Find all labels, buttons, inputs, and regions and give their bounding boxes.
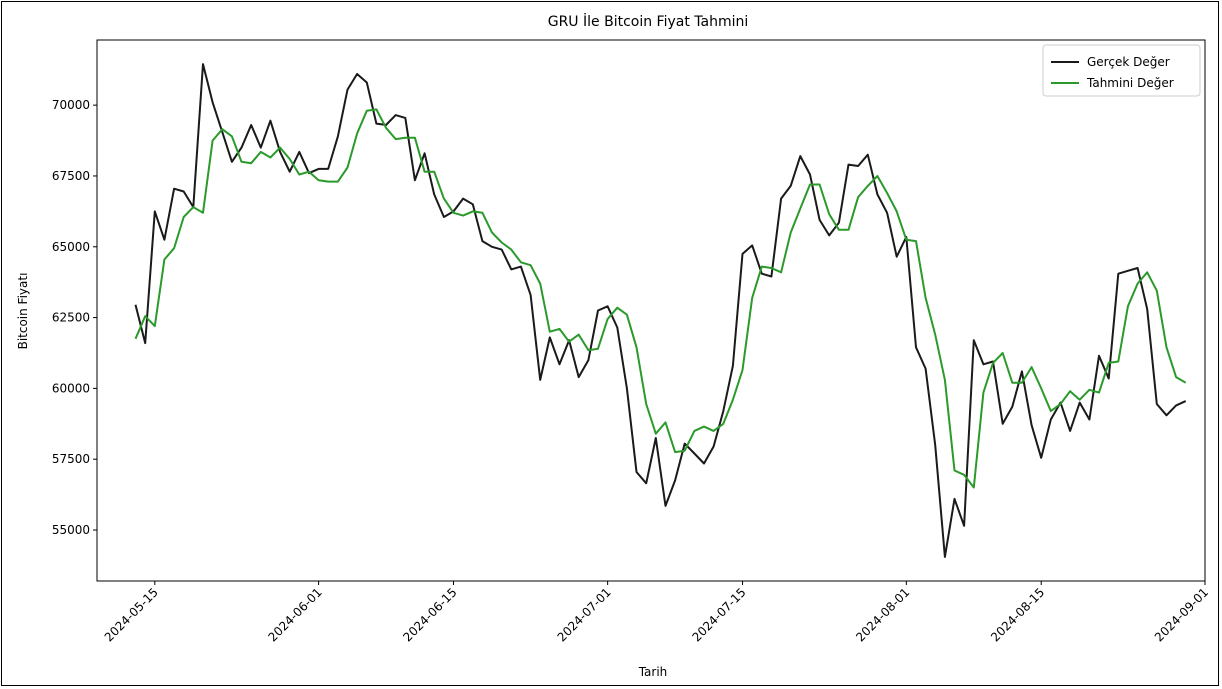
x-axis-label: Tarih: [638, 665, 668, 679]
x-tick-label: 2024-06-15: [400, 585, 459, 644]
x-tick-label: 2024-05-15: [102, 585, 161, 644]
y-axis: 55000 57500 60000 62500 65000 67500 70000: [52, 98, 97, 537]
series-line-1: [134, 108, 1187, 489]
y-tick-label: 62500: [52, 311, 90, 325]
x-tick-label: 2024-07-01: [555, 585, 614, 644]
y-tick-label: 55000: [52, 523, 90, 537]
series-line-0: [134, 63, 1187, 558]
x-tick-label: 2024-07-15: [689, 585, 748, 644]
x-tick-label: 2024-08-01: [853, 585, 912, 644]
y-tick-label: 65000: [52, 240, 90, 254]
y-tick-label: 67500: [52, 169, 90, 183]
x-tick-label: 2024-06-01: [266, 585, 325, 644]
legend-label-0: Gerçek Değer: [1087, 55, 1170, 69]
x-tick-label: 2024-09-01: [1152, 585, 1211, 644]
y-tick-label: 60000: [52, 381, 90, 395]
y-axis-label: Bitcoin Fiyatı: [16, 273, 30, 350]
series-lines: [134, 63, 1187, 558]
legend: Gerçek Değer Tahmini Değer: [1042, 44, 1201, 97]
y-tick-label: 70000: [52, 98, 90, 112]
legend-box: [1042, 44, 1201, 97]
plot-frame: [96, 39, 1206, 582]
x-axis: 2024-05-15 2024-06-01 2024-06-15 2024-07-01…: [102, 581, 1211, 644]
x-tick-label: 2024-08-15: [988, 585, 1047, 644]
plot-area: [96, 39, 1206, 582]
legend-label-1: Tahmini Değer: [1086, 76, 1174, 90]
y-tick-label: 57500: [52, 452, 90, 466]
chart-title: GRU İle Bitcoin Fiyat Tahmini: [548, 12, 749, 30]
